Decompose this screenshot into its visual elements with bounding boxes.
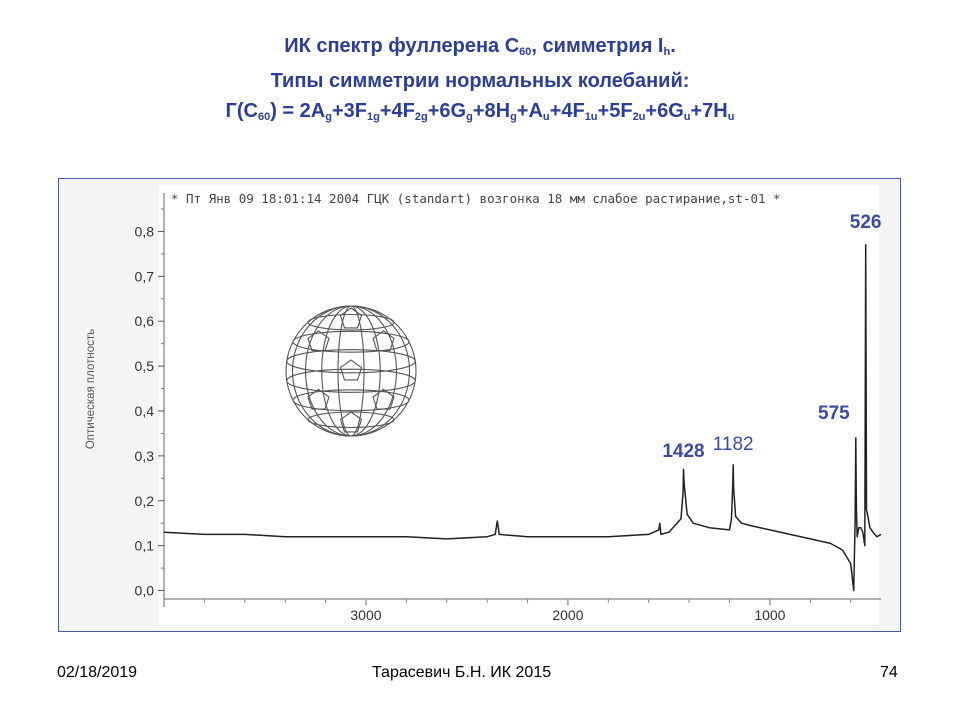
formula-text: +6G <box>645 100 684 122</box>
formula-text: +7H <box>690 100 728 122</box>
peak-label: 1182 <box>713 434 754 455</box>
formula-text: ) = 2A <box>270 100 326 122</box>
chart-header: * Пт Янв 09 18:01:14 2004 ГЦК (standart)… <box>171 191 781 206</box>
x-tick-label: 2000 <box>552 607 583 623</box>
slide-title-line2: Типы симметрии нормальных колебаний: <box>270 70 690 92</box>
footer-date: 02/18/2019 <box>57 664 138 681</box>
formula-subscript: g <box>510 111 517 123</box>
formula-subscript: 2u <box>632 111 646 123</box>
y-axis-label: Оптическая плотность <box>85 329 97 449</box>
peak-label: 1428 <box>662 441 704 462</box>
slide-title-line3-formula: Г(С60) = 2Ag+3F1g+4F2g+6Gg+8Hg+Au+4F1u+5… <box>0 100 960 123</box>
spectrum-trace <box>163 244 882 592</box>
slide-title-line1: ИК спектр фуллерена С60, симметрия Ih. <box>0 35 960 58</box>
y-tick-label: 0,4 <box>135 403 155 419</box>
peak-label: 575 <box>818 403 850 424</box>
formula-subscript: 60 <box>257 111 271 123</box>
formula-subscript: u <box>542 111 550 123</box>
peak-label: 526 <box>850 212 882 233</box>
title-text-b: , симметрия I <box>531 35 664 57</box>
title-sub-h: h <box>663 46 671 58</box>
y-tick-label: 0,1 <box>135 538 155 554</box>
title-text-a: ИК спектр фуллерена С <box>284 35 520 57</box>
formula-subscript: 1g <box>367 111 380 123</box>
formula-subscript: 2g <box>414 111 428 123</box>
title-sub-60: 60 <box>519 46 532 58</box>
formula-text: +A <box>516 100 543 122</box>
formula-subscript: u <box>727 111 735 123</box>
y-tick-label: 0,3 <box>135 448 155 464</box>
title-text-c: . <box>670 35 676 57</box>
y-tick-label: 0,5 <box>135 358 155 374</box>
y-tick-label: 0,8 <box>135 223 155 239</box>
chart-svg: * Пт Янв 09 18:01:14 2004 ГЦК (standart)… <box>85 185 882 625</box>
c60-molecule-icon <box>285 305 417 437</box>
formula-text: Г(С <box>225 100 258 122</box>
formula-text: +8H <box>472 100 511 122</box>
formula-text: +4F <box>379 100 415 122</box>
x-tick-label: 3000 <box>350 607 381 623</box>
footer-author: Тарасевич Б.Н. ИК 2015 <box>372 664 552 681</box>
y-tick-label: 0,0 <box>135 583 155 599</box>
formula-subscript: g <box>325 111 332 123</box>
formula-subscript: u <box>683 111 691 123</box>
y-tick-label: 0,7 <box>135 268 155 284</box>
ir-spectrum-chart: * Пт Янв 09 18:01:14 2004 ГЦК (standart)… <box>58 178 901 632</box>
plot-background <box>159 185 879 625</box>
formula-text: +6G <box>427 100 467 122</box>
formula-subscript: 1u <box>584 111 598 123</box>
y-tick-label: 0,6 <box>135 313 155 329</box>
formula-text: +3F <box>331 100 367 122</box>
footer-page-number: 74 <box>880 664 898 681</box>
y-tick-label: 0,2 <box>135 493 155 509</box>
formula-text: +4F <box>549 100 585 122</box>
formula-text: +5F <box>597 100 633 122</box>
x-tick-label: 1000 <box>754 607 785 623</box>
formula-subscript: g <box>466 111 473 123</box>
